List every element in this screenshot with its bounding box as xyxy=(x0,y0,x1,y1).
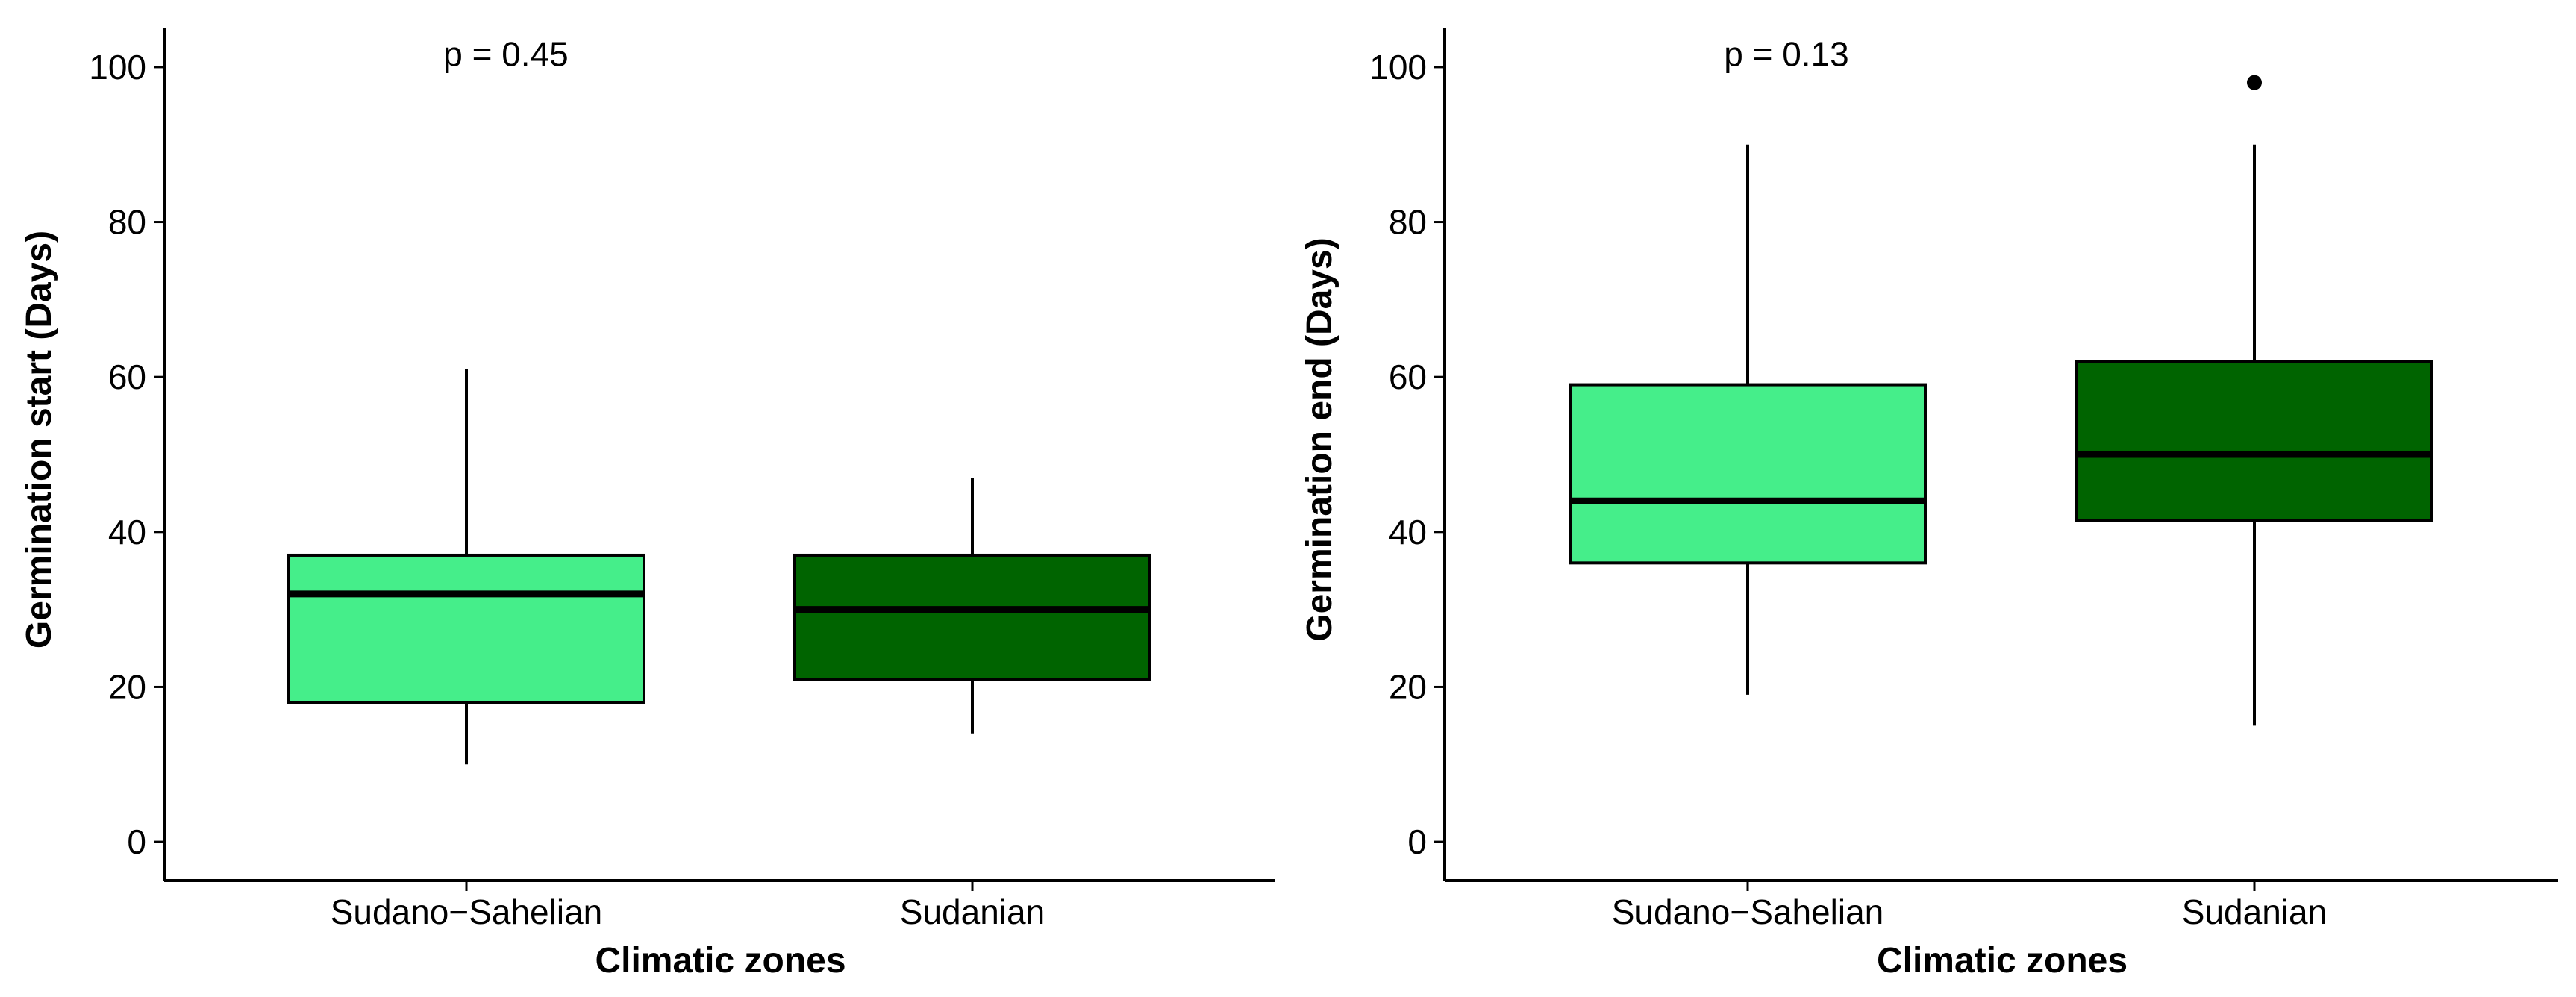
panel-left: 0 20 40 60 80 100 Sudano−Sahelian Sudanian Clima… xyxy=(19,28,1275,981)
box-iqr xyxy=(793,553,1151,681)
y-tick-label: 100 xyxy=(1369,48,1427,87)
y-tick-label: 100 xyxy=(89,48,146,87)
outlier-point xyxy=(2247,75,2262,90)
y-tick-label: 60 xyxy=(108,357,146,396)
y-tick-label: 80 xyxy=(108,203,146,242)
p-value-annotation: p = 0.45 xyxy=(443,35,569,74)
y-tick-label: 80 xyxy=(1389,203,1427,242)
x-axis-title: Climatic zones xyxy=(595,941,845,981)
box-1 xyxy=(793,478,1151,734)
y-tick-label: 0 xyxy=(1407,822,1427,861)
y-tick-label: 20 xyxy=(108,667,146,706)
x-tick-label: Sudano−Sahelian xyxy=(331,893,603,931)
box-0 xyxy=(287,369,645,765)
box-1 xyxy=(2075,75,2433,726)
panel-right: 0 20 40 60 80 100 Sudano−Sahelian Sudanian Clima… xyxy=(1300,28,2558,981)
y-tick-label: 40 xyxy=(108,513,146,551)
box-iqr xyxy=(287,553,645,704)
x-tick-label: Sudano−Sahelian xyxy=(1612,893,1884,931)
y-tick-label: 60 xyxy=(1389,357,1427,396)
y-tick-label: 20 xyxy=(1389,667,1427,706)
box-iqr xyxy=(2075,360,2433,522)
x-tick-label: Sudanian xyxy=(2182,893,2327,931)
y-axis-title: Germination end (Days) xyxy=(1300,237,1339,641)
p-value-annotation: p = 0.13 xyxy=(1724,35,1849,74)
y-tick-label: 0 xyxy=(127,822,146,861)
box-0 xyxy=(1569,144,1927,695)
x-tick-label: Sudanian xyxy=(900,893,1045,931)
x-axis-title: Climatic zones xyxy=(1877,941,2128,981)
y-tick-label: 40 xyxy=(1389,513,1427,551)
box-iqr xyxy=(1569,383,1927,565)
y-axis-title: Germination start (Days) xyxy=(19,231,59,648)
